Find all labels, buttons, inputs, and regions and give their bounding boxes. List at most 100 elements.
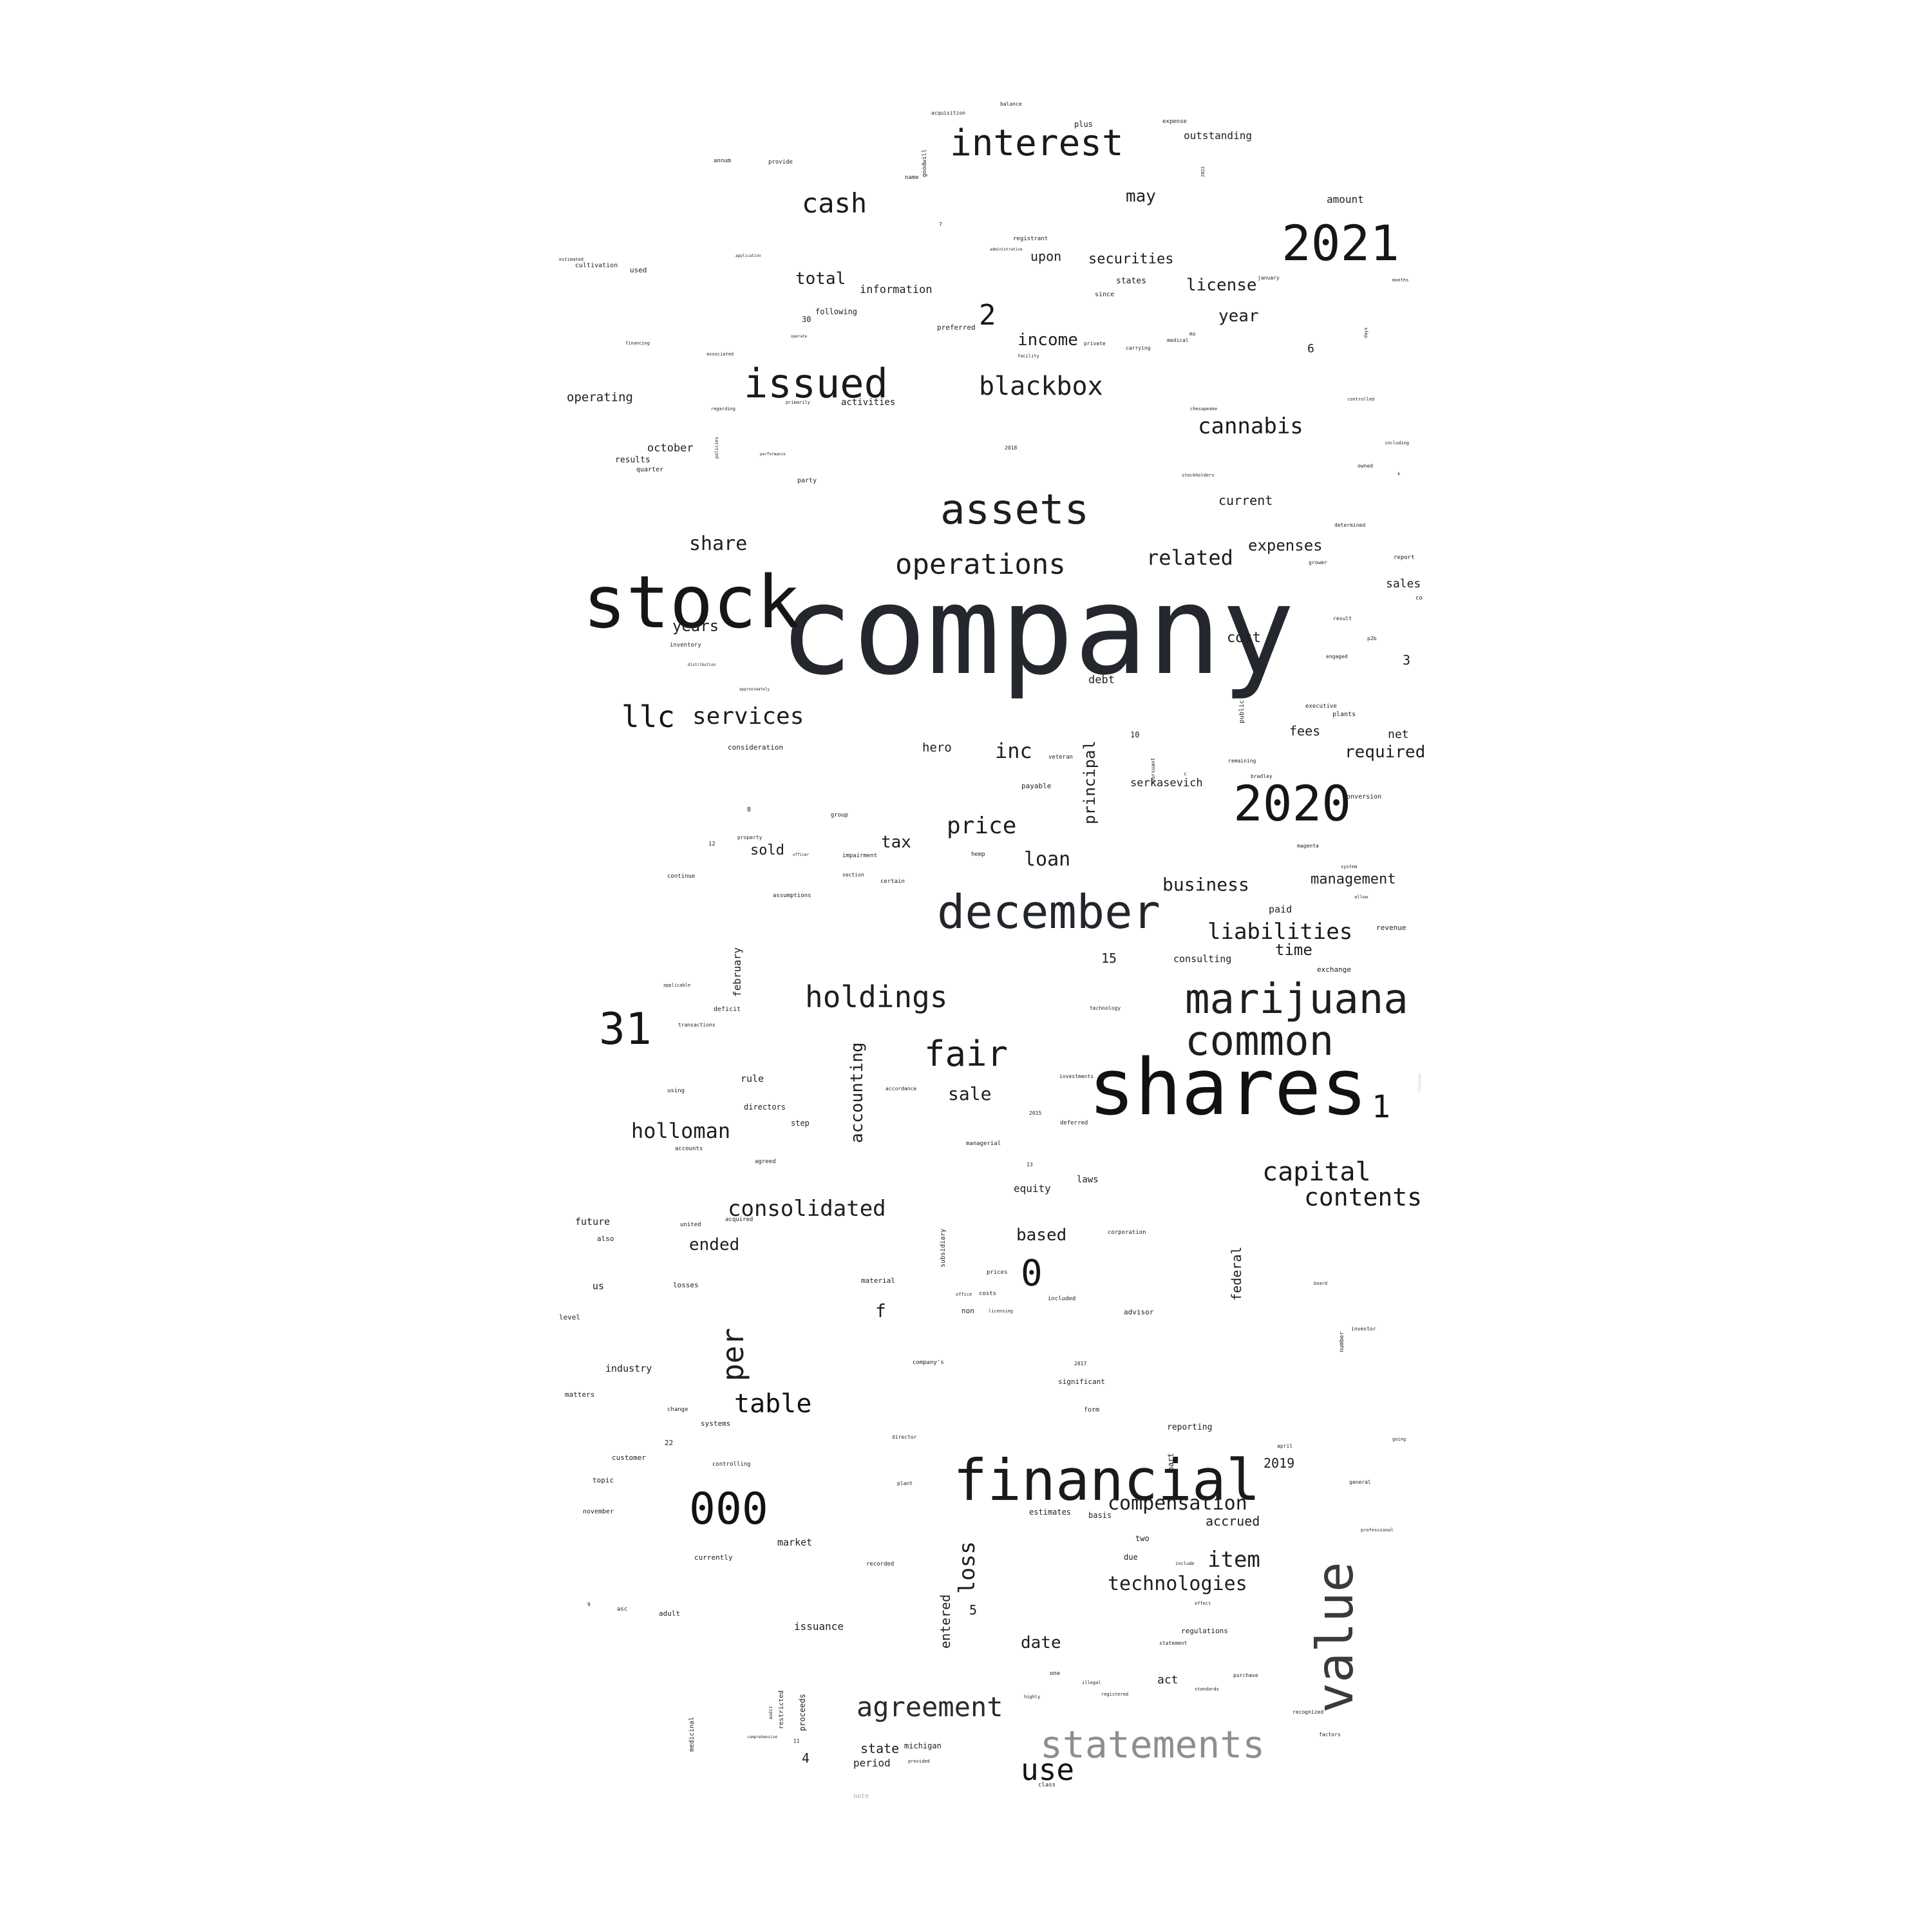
cloud-word: including xyxy=(1385,440,1409,446)
cloud-word: director xyxy=(892,1434,917,1440)
cloud-word: quarter xyxy=(636,466,664,473)
cloud-word: accrued xyxy=(1206,1513,1260,1529)
cloud-word: may xyxy=(1126,187,1156,206)
cloud-word: debt xyxy=(1088,674,1115,687)
cloud-word: days xyxy=(1363,327,1368,338)
cloud-word: 3 xyxy=(1403,652,1411,668)
cloud-word: advisor xyxy=(1124,1308,1154,1316)
cloud-word: plus xyxy=(1074,120,1093,129)
cloud-word: cultivation xyxy=(575,262,618,269)
cloud-word: serkasevich xyxy=(1130,777,1203,790)
cloud-word: february xyxy=(731,947,743,997)
cloud-word: capital xyxy=(1262,1157,1371,1187)
cloud-word: income xyxy=(1018,330,1078,350)
cloud-word: factors xyxy=(1319,1732,1341,1738)
cloud-word: party xyxy=(797,477,817,484)
cloud-word: officer xyxy=(793,853,810,857)
cloud-word: company's xyxy=(913,1359,944,1366)
cloud-word: facility xyxy=(1018,354,1039,359)
cloud-word: estimated xyxy=(559,257,583,262)
cloud-word: 2019 xyxy=(1264,1455,1295,1471)
cloud-word: registered xyxy=(1101,1692,1129,1697)
cloud-word: c xyxy=(1184,771,1187,777)
cloud-word: holdings xyxy=(805,980,948,1014)
cloud-word: act xyxy=(1157,1673,1179,1687)
cloud-word: states xyxy=(1116,276,1146,286)
cloud-word: industry xyxy=(605,1363,652,1374)
cloud-word: adult xyxy=(659,1609,681,1618)
cloud-word: based xyxy=(1016,1226,1067,1245)
cloud-word: part xyxy=(1166,1453,1175,1472)
cloud-word: acquired xyxy=(725,1217,753,1223)
cloud-word: name xyxy=(905,175,919,181)
cloud-word: currently xyxy=(694,1553,733,1562)
cloud-word: owned xyxy=(1358,463,1374,469)
cloud-word: investor xyxy=(1351,1326,1376,1332)
cloud-word: year xyxy=(1218,307,1259,326)
cloud-word: conversion xyxy=(1343,793,1382,800)
cloud-word: results xyxy=(615,455,650,465)
cloud-word: balance xyxy=(1000,101,1022,107)
cloud-word: marijuana xyxy=(1185,976,1408,1023)
cloud-word: administrative xyxy=(990,247,1023,252)
cloud-word: include xyxy=(1175,1561,1195,1566)
cloud-word: used xyxy=(630,266,647,274)
cloud-word: hero xyxy=(922,741,952,755)
cloud-word: 2017 xyxy=(1074,1361,1087,1367)
cloud-word: costs xyxy=(979,1291,997,1297)
cloud-word: 22 xyxy=(665,1439,674,1447)
cloud-word: revenue xyxy=(1376,923,1406,932)
cloud-word: stockholders xyxy=(1182,473,1215,478)
cloud-word: public xyxy=(1238,699,1245,723)
cloud-word: purchase xyxy=(1233,1672,1258,1678)
cloud-word: associated xyxy=(706,352,734,357)
cloud-word: following xyxy=(815,307,858,316)
cloud-word: proceeds xyxy=(798,1694,807,1731)
cloud-word: assets xyxy=(940,486,1090,534)
cloud-word: january xyxy=(1258,275,1280,281)
cloud-word: two xyxy=(1135,1534,1150,1543)
cloud-word: basis xyxy=(1088,1511,1112,1520)
cloud-word: operate xyxy=(791,334,808,339)
cloud-word: report xyxy=(1394,554,1415,561)
cloud-word: financial xyxy=(953,1447,1260,1513)
cloud-word: estimates xyxy=(1029,1508,1072,1517)
cloud-word: due xyxy=(1124,1553,1138,1562)
cloud-word: bradley xyxy=(1251,773,1273,779)
cloud-word: cash xyxy=(802,187,867,219)
cloud-word: co xyxy=(1416,595,1423,601)
cloud-word: 4 xyxy=(802,1750,810,1766)
cloud-word: topic xyxy=(592,1476,614,1484)
cloud-word: subsidiary xyxy=(940,1228,947,1267)
cloud-word: carrying xyxy=(1126,345,1151,351)
cloud-word: 10 xyxy=(1130,730,1140,739)
cloud-word: continue xyxy=(667,873,696,880)
cloud-word: inventory xyxy=(670,642,701,649)
cloud-word: llc xyxy=(621,699,676,734)
cloud-word: us xyxy=(592,1280,605,1292)
cloud-word: provided xyxy=(908,1759,930,1764)
cloud-word: principal xyxy=(1081,740,1099,824)
cloud-word: executive xyxy=(1305,703,1337,710)
cloud-word: services xyxy=(692,703,804,730)
cloud-word: 12 xyxy=(708,841,715,848)
cloud-word: remaining xyxy=(1228,758,1256,764)
cloud-word: december xyxy=(937,885,1160,939)
cloud-word: management xyxy=(1311,871,1396,887)
cloud-word: determined xyxy=(1334,522,1366,528)
cloud-word: certain xyxy=(880,878,905,885)
cloud-word: material xyxy=(861,1276,895,1285)
cloud-word: cost xyxy=(1227,630,1261,646)
cloud-word: matters xyxy=(565,1390,595,1399)
cloud-word: use xyxy=(1021,1752,1075,1787)
cloud-word: applicable xyxy=(663,983,691,988)
cloud-word: policies xyxy=(714,437,719,459)
cloud-word: consulting xyxy=(1173,953,1232,965)
cloud-word: approximately xyxy=(739,687,770,692)
cloud-word: share xyxy=(689,533,748,555)
cloud-word: note xyxy=(853,1793,869,1800)
cloud-word: loan xyxy=(1024,848,1071,871)
cloud-word: one xyxy=(1050,1671,1061,1677)
cloud-word: outstanding xyxy=(1184,129,1252,142)
